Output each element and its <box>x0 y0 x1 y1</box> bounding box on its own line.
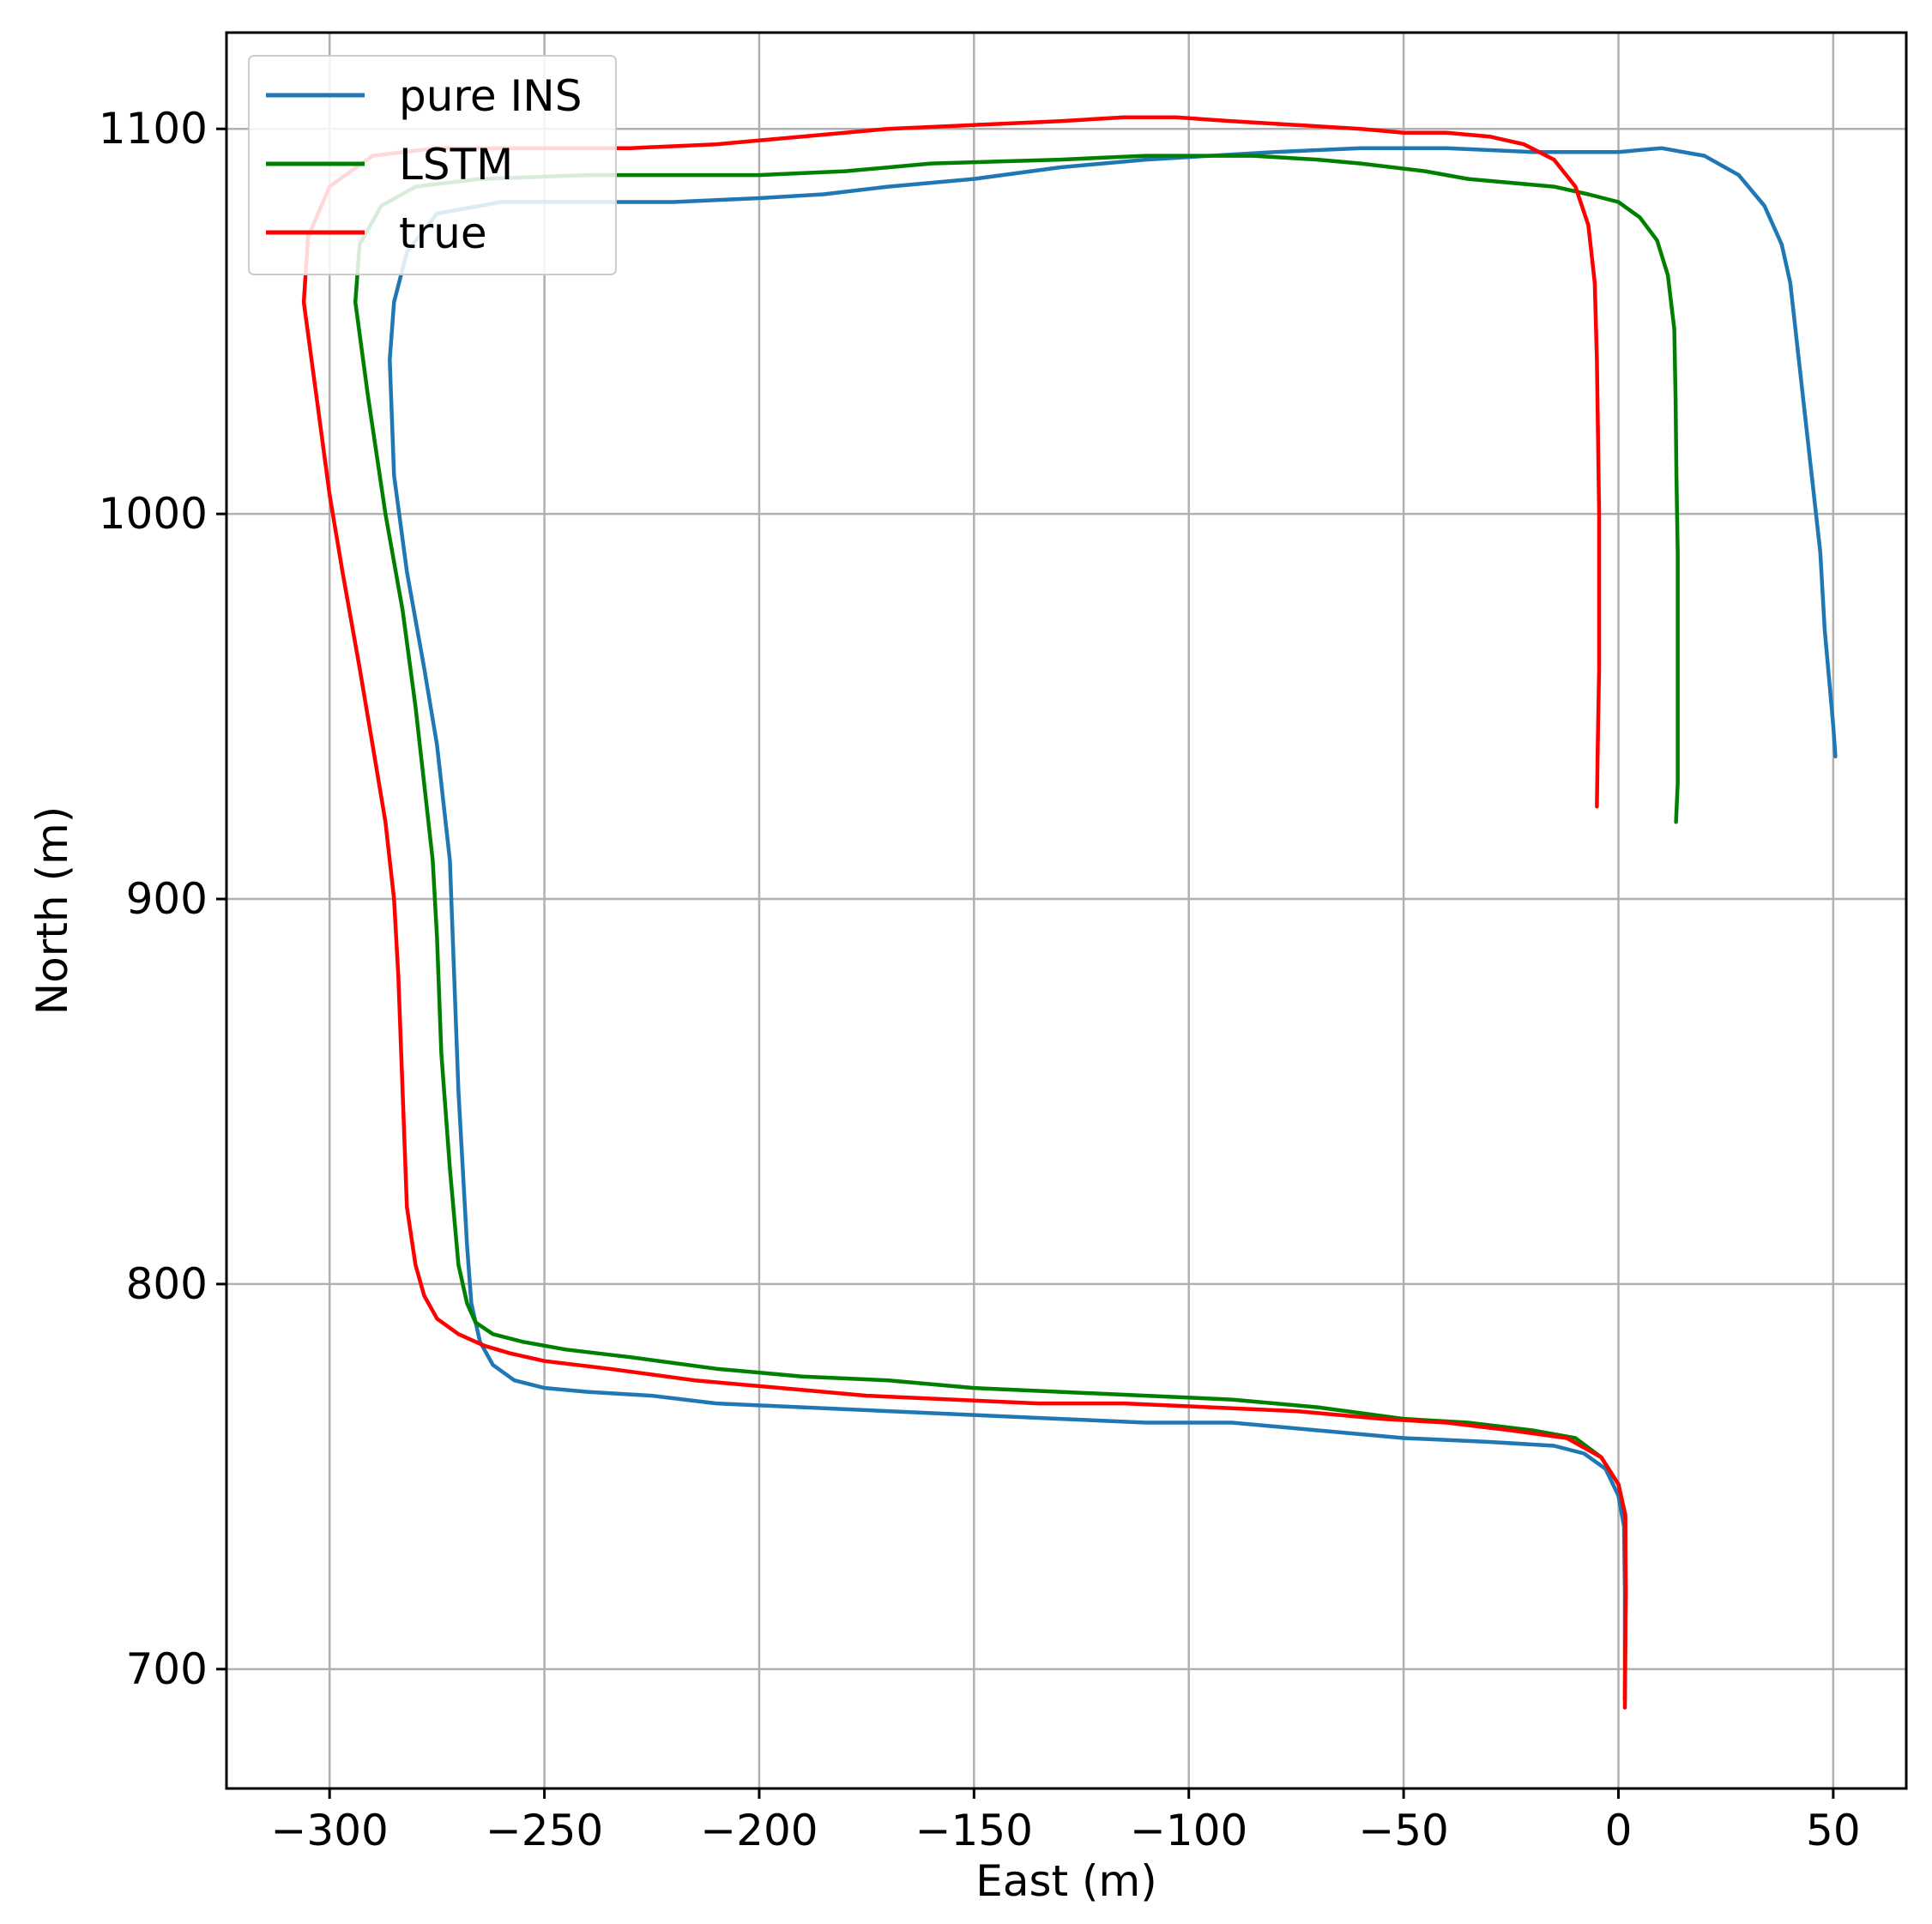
series-group <box>301 115 1838 1710</box>
y-tick-label: 1100 <box>99 104 208 154</box>
legend-label: LSTM <box>399 140 513 190</box>
legend-label: true <box>399 208 487 258</box>
x-tick-label: −300 <box>271 1806 389 1855</box>
y-tick-label: 900 <box>126 874 208 924</box>
y-tick-label: 700 <box>126 1644 208 1694</box>
legend-box <box>248 55 617 275</box>
x-tick-label: 0 <box>1605 1806 1633 1855</box>
x-tick-label: −200 <box>700 1806 818 1855</box>
x-tick-label: −100 <box>1130 1806 1247 1855</box>
plot-frame <box>225 31 1908 1790</box>
series-line-lstm <box>353 154 1680 1703</box>
x-tick-label: −150 <box>915 1806 1033 1855</box>
y-ticks: 700 800 900 1000 1100 <box>99 104 226 1694</box>
legend-label: pure INS <box>399 71 582 121</box>
x-ticks: −300 −250 −200 −150 −100 −50 0 50 <box>271 1788 1861 1855</box>
x-tick-label: −50 <box>1358 1806 1449 1855</box>
y-tick-label: 800 <box>126 1259 208 1309</box>
y-tick-label: 1000 <box>99 489 208 539</box>
x-tick-label: 50 <box>1806 1806 1861 1855</box>
x-tick-label: −250 <box>486 1806 603 1855</box>
x-axis-label: East (m) <box>975 1856 1157 1906</box>
series-line-pure-ins <box>388 146 1838 1703</box>
legend: pure INS LSTM true <box>248 55 617 275</box>
series-line-true <box>301 115 1628 1710</box>
grid <box>226 33 1906 1788</box>
y-axis-label: North (m) <box>27 806 77 1015</box>
